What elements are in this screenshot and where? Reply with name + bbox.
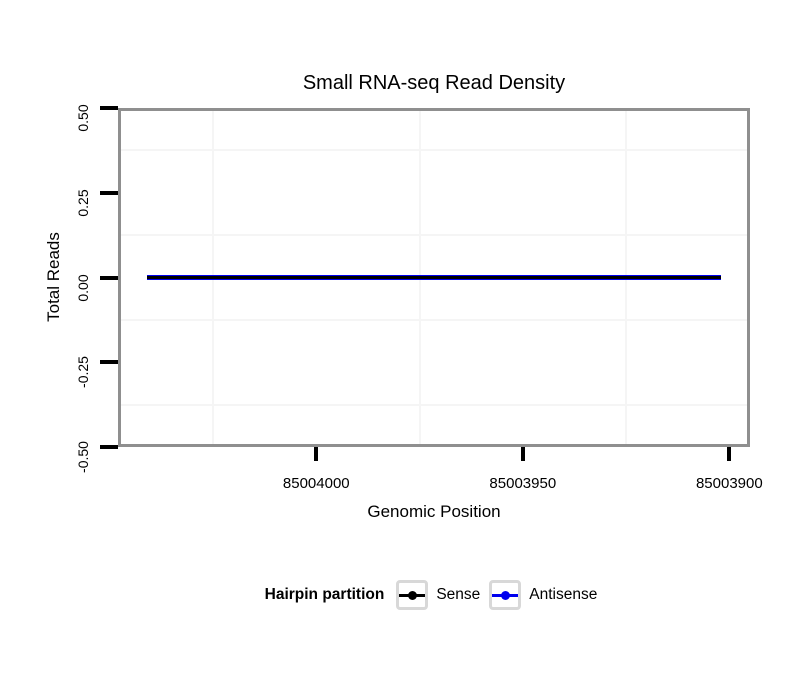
x-tick — [314, 447, 319, 461]
legend-entry-antisense: Antisense — [486, 580, 603, 610]
sense-key-dot — [407, 590, 417, 600]
x-tick-label: 85003900 — [695, 475, 763, 492]
y-tick — [100, 275, 118, 280]
y-tick-label: 0.50 — [75, 104, 91, 132]
y-tick — [100, 360, 118, 365]
chart-title: Small RNA-seq Read Density — [302, 72, 566, 94]
x-tick-label: 85004000 — [282, 475, 350, 492]
antisense-key-dot — [500, 590, 510, 600]
y-tick — [100, 106, 118, 110]
plot-panel — [118, 108, 750, 447]
sense-key-icon — [396, 580, 429, 610]
minor-gridline-h — [118, 318, 750, 321]
panel-border — [118, 108, 750, 447]
legend: Hairpin partition Sense Antisense — [118, 578, 750, 612]
x-tick — [520, 447, 525, 461]
y-tick — [100, 190, 118, 195]
y-tick — [100, 445, 118, 449]
legend-entry-sense: Sense — [393, 580, 486, 610]
y-tick-label: -0.50 — [75, 441, 91, 473]
y-tick-label: 0.00 — [75, 273, 91, 302]
legend-label-antisense: Antisense — [529, 586, 598, 603]
legend-label-sense: Sense — [436, 586, 481, 603]
minor-gridline-h — [118, 234, 750, 237]
legend-title: Hairpin partition — [264, 586, 385, 603]
x-axis-title: Genomic Position — [367, 502, 501, 521]
series-line-sense — [146, 276, 722, 279]
x-tick-label: 85003950 — [489, 475, 557, 492]
minor-gridline-h — [118, 403, 750, 406]
y-tick-label: -0.25 — [75, 356, 91, 389]
y-tick-label: 0.25 — [75, 189, 91, 217]
antisense-key-icon — [489, 580, 522, 610]
y-axis-title: Total Reads — [44, 232, 63, 322]
x-tick — [727, 447, 732, 461]
minor-gridline-h — [118, 149, 750, 152]
